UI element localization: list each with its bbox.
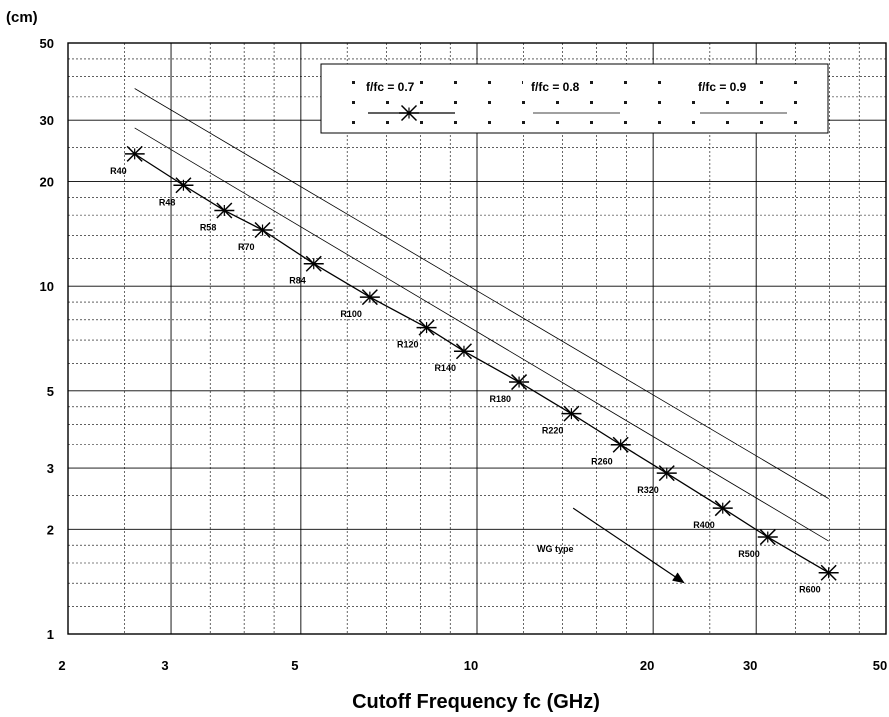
point-label-R400: R400 — [693, 520, 715, 530]
x-axis-label: Cutoff Frequency fc (GHz) — [352, 691, 600, 713]
y-tick-label: 20 — [40, 174, 54, 189]
x-tick-label: 2 — [58, 658, 65, 673]
x-tick-label: 30 — [743, 658, 757, 673]
data-point-R260 — [610, 436, 631, 453]
data-point-R500 — [757, 529, 778, 546]
x-tick-label: 20 — [640, 658, 654, 673]
y-tick-label: 3 — [47, 461, 54, 476]
data-point-R70 — [252, 221, 273, 239]
wg-type-label: WG type — [537, 544, 574, 554]
data-point-R320 — [656, 465, 677, 482]
y-tick-label: 1 — [47, 627, 54, 642]
y-tick-label: 10 — [40, 279, 54, 294]
series-lines — [134, 88, 829, 574]
legend-entry-label: f/fc = 0.8 — [531, 80, 580, 94]
data-point-R100 — [359, 289, 380, 306]
point-label-R84: R84 — [289, 276, 306, 286]
wg-type-arrow — [572, 507, 685, 584]
legend-text-backdrop — [690, 77, 746, 94]
legend-entry-label: f/fc = 0.9 — [698, 80, 747, 94]
data-point-R48 — [173, 177, 194, 194]
point-label-R48: R48 — [159, 197, 176, 207]
point-label-R140: R140 — [434, 363, 456, 373]
legend-text-backdrop — [523, 77, 579, 94]
y-tick-label: 50 — [40, 36, 54, 51]
point-label-R100: R100 — [340, 309, 362, 319]
data-point-R84 — [303, 255, 324, 272]
data-point-R220 — [561, 405, 582, 422]
series-line-0.8 — [134, 127, 829, 542]
y-tick-label: 30 — [40, 113, 54, 128]
wg-type-annotation: WG type — [537, 507, 685, 584]
plot-frame — [67, 42, 887, 635]
data-point-R140 — [453, 343, 474, 360]
legend-entry-label: f/fc = 0.7 — [366, 80, 415, 94]
point-label-R180: R180 — [490, 394, 512, 404]
point-label-R260: R260 — [591, 457, 613, 467]
data-point-R600 — [818, 564, 839, 581]
point-label-R70: R70 — [238, 242, 255, 252]
x-tick-label: 10 — [464, 658, 478, 673]
point-label-R220: R220 — [542, 426, 564, 436]
point-label-R58: R58 — [200, 222, 217, 232]
data-point-R40 — [124, 145, 145, 162]
point-label-R320: R320 — [637, 485, 659, 495]
data-point-R58 — [214, 202, 235, 219]
y-tick-label: 5 — [47, 384, 54, 399]
point-label-R600: R600 — [799, 585, 821, 595]
legend-text-backdrop — [358, 77, 414, 94]
data-point-R120 — [416, 319, 437, 336]
point-label-R500: R500 — [738, 549, 760, 559]
data-markers — [124, 145, 839, 581]
x-tick-label: 5 — [291, 658, 298, 673]
data-point-R400 — [712, 500, 733, 517]
y-axis-ticks: 1 2 3 5 10 20 30 50 — [40, 36, 54, 642]
legend: f/fc = 0.7 f/fc = 0.8 f/fc = 0.9 — [320, 63, 829, 134]
point-label-R40: R40 — [110, 166, 127, 176]
x-tick-label: 50 — [873, 658, 887, 673]
y-axis-unit-label: (cm) — [6, 9, 38, 26]
legend-marker-asterisk — [399, 104, 419, 122]
legend-dot-pattern — [321, 64, 828, 133]
x-tick-label: 3 — [161, 658, 168, 673]
y-tick-label: 2 — [47, 522, 54, 537]
data-point-R180 — [509, 374, 530, 391]
series-line-0.9 — [134, 88, 829, 499]
point-labels: R40 R48 R58 R70 R84 R100 R120 R140 R180 R220 R260 R… — [110, 166, 820, 595]
x-axis-ticks: 2 3 5 10 20 30 50 — [58, 658, 887, 673]
point-label-R120: R120 — [397, 340, 419, 350]
